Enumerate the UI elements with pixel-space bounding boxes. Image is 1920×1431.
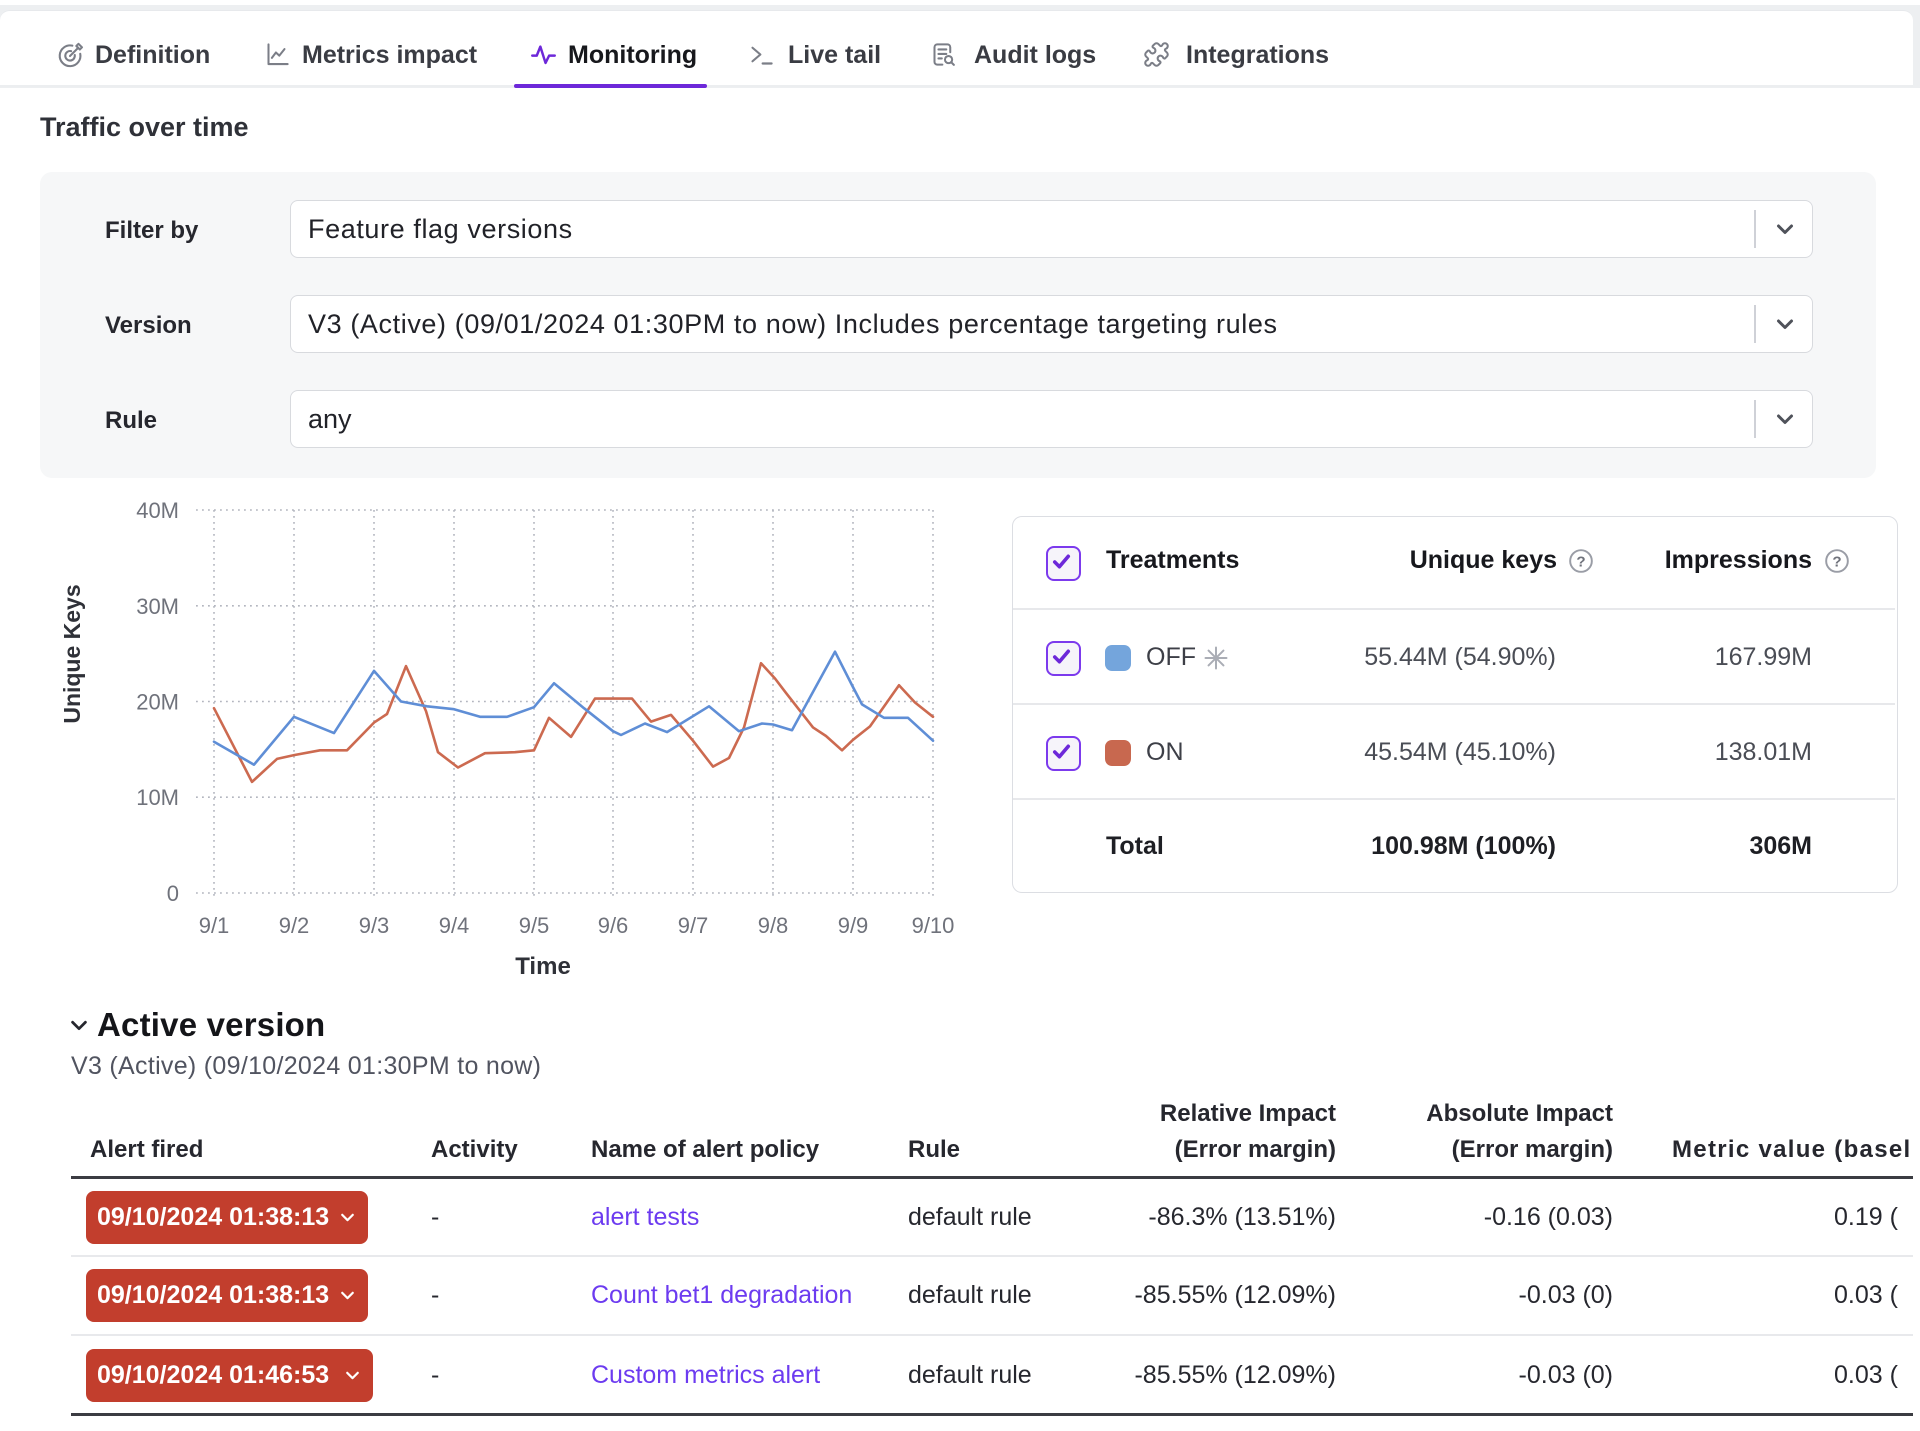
svg-text:9/5: 9/5	[519, 913, 550, 938]
svg-text:0: 0	[167, 881, 179, 906]
svg-text:9/9: 9/9	[838, 913, 869, 938]
svg-text:?: ?	[1576, 553, 1585, 570]
svg-text:9/8: 9/8	[758, 913, 789, 938]
svg-text:?: ?	[1832, 553, 1841, 570]
svg-text:30M: 30M	[136, 594, 179, 619]
svg-text:Unique Keys: Unique Keys	[59, 584, 85, 723]
svg-text:10M: 10M	[136, 785, 179, 810]
svg-text:9/6: 9/6	[598, 913, 629, 938]
svg-text:9/1: 9/1	[199, 913, 230, 938]
svg-text:20M: 20M	[136, 690, 179, 715]
svg-text:9/3: 9/3	[359, 913, 390, 938]
svg-text:9/7: 9/7	[678, 913, 709, 938]
svg-text:9/10: 9/10	[912, 913, 955, 938]
svg-text:40M: 40M	[136, 498, 179, 523]
svg-text:9/4: 9/4	[439, 913, 470, 938]
svg-text:Time: Time	[515, 953, 571, 980]
svg-text:9/2: 9/2	[279, 913, 310, 938]
